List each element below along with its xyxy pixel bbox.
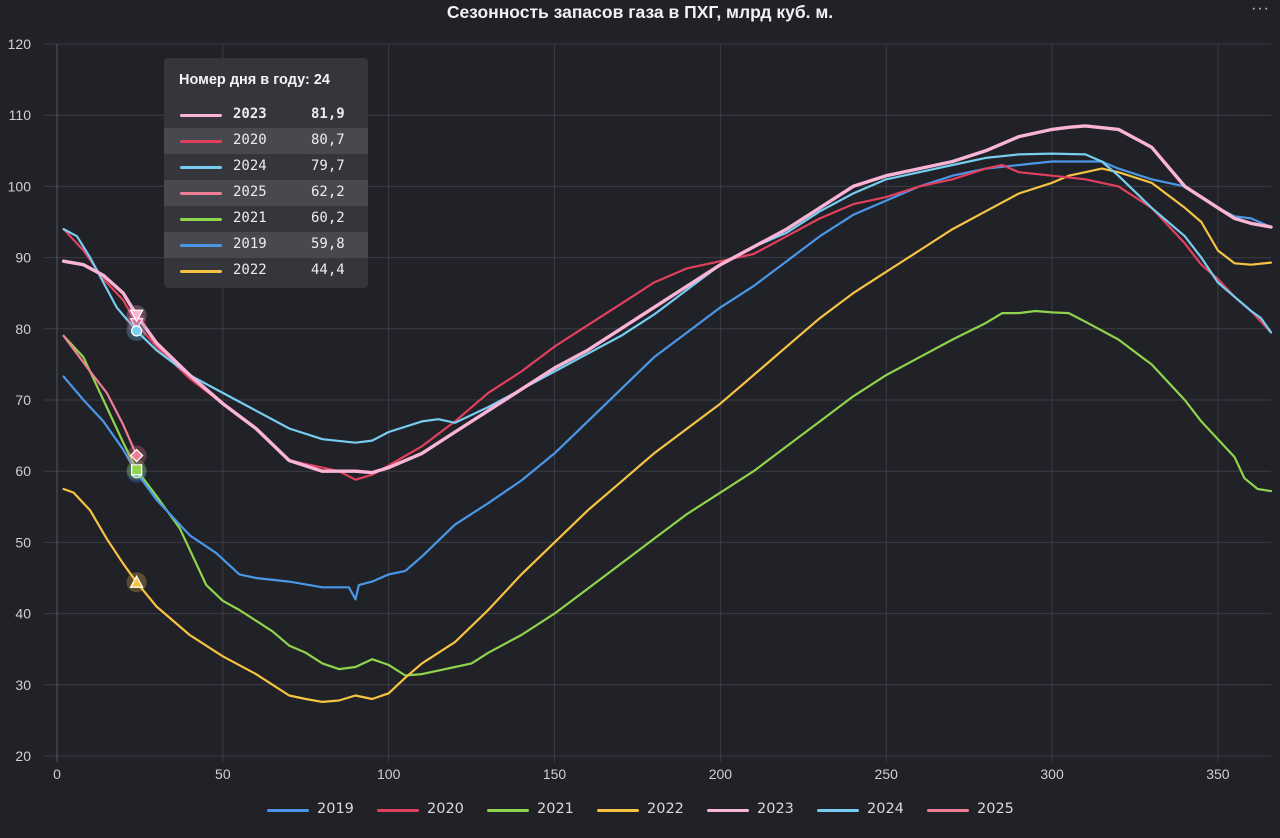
tooltip-value: 62,2 bbox=[311, 184, 345, 200]
x-axis-ticks: 0 50 100 150 200 250 300 350 bbox=[53, 766, 1230, 782]
y-tick-label: 110 bbox=[9, 107, 32, 123]
tooltip-row: 2022 44,4 bbox=[164, 258, 368, 284]
tooltip-value: 80,7 bbox=[311, 132, 345, 148]
ellipsis-icon: ··· bbox=[1251, 0, 1270, 17]
legend-label: 2019 bbox=[317, 801, 354, 817]
tooltip-swatch bbox=[180, 140, 222, 143]
tooltip-swatch bbox=[180, 270, 222, 273]
tooltip-swatch bbox=[180, 192, 222, 195]
marker-2021 bbox=[130, 464, 143, 476]
marker-2024 bbox=[130, 325, 143, 337]
y-tick-label: 80 bbox=[15, 321, 31, 337]
y-tick-label: 70 bbox=[15, 392, 31, 408]
tooltip-year: 2024 bbox=[233, 158, 267, 174]
chart-legend: 2019 2020 2021 2022 2023 2024 2025 bbox=[0, 800, 1280, 822]
series-line-2019 bbox=[62, 160, 1269, 601]
tooltip-swatch bbox=[180, 244, 222, 247]
chart-title: Сезонность запасов газа в ПХГ, млрд куб.… bbox=[446, 2, 834, 22]
tooltip-year: 2023 bbox=[233, 106, 267, 122]
x-tick-label: 250 bbox=[875, 766, 899, 782]
y-tick-label: 50 bbox=[15, 534, 31, 550]
y-tick-label: 30 bbox=[15, 677, 31, 693]
tooltip-value: 44,4 bbox=[311, 262, 345, 278]
y-tick-label: 60 bbox=[15, 463, 31, 479]
legend-label: 2021 bbox=[537, 801, 574, 817]
tooltip: Номер дня в году: 24 2023 81,9 2020 80,7… bbox=[164, 58, 368, 288]
tooltip-row: 2023 81,9 bbox=[164, 102, 368, 128]
tooltip-value: 81,9 bbox=[311, 106, 345, 122]
tooltip-year: 2025 bbox=[233, 184, 267, 200]
legend-swatch bbox=[817, 809, 859, 812]
legend-swatch bbox=[487, 809, 529, 812]
x-tick-label: 350 bbox=[1206, 766, 1230, 782]
x-tick-label: 50 bbox=[215, 766, 231, 782]
legend-swatch bbox=[597, 809, 639, 812]
legend-label: 2020 bbox=[427, 801, 464, 817]
legend-swatch bbox=[707, 809, 749, 812]
legend-label: 2022 bbox=[647, 801, 684, 817]
tooltip-swatch bbox=[180, 114, 222, 117]
tooltip-header: Номер дня в году: 24 bbox=[179, 72, 330, 88]
y-axis-ticks: 20 30 40 50 60 70 80 90 100 110 120 bbox=[8, 36, 32, 764]
series-line-2021 bbox=[62, 309, 1273, 677]
x-tick-label: 150 bbox=[543, 766, 567, 782]
tooltip-swatch bbox=[180, 218, 222, 221]
y-tick-label: 100 bbox=[8, 178, 32, 194]
tooltip-row: 2019 59,8 bbox=[164, 232, 368, 258]
marker-layer bbox=[126, 305, 147, 593]
series-line-2025 bbox=[62, 334, 138, 457]
tooltip-swatch bbox=[180, 166, 222, 169]
tooltip-year: 2020 bbox=[233, 132, 267, 148]
y-tick-label: 20 bbox=[15, 748, 31, 764]
x-tick-label: 0 bbox=[53, 766, 61, 782]
tooltip-year: 2021 bbox=[233, 210, 267, 226]
y-tick-label: 90 bbox=[15, 250, 31, 266]
tooltip-value: 60,2 bbox=[311, 210, 345, 226]
x-tick-label: 100 bbox=[377, 766, 401, 782]
tooltip-value: 79,7 bbox=[311, 158, 345, 174]
x-tick-label: 200 bbox=[709, 766, 733, 782]
series-line-2023 bbox=[61, 124, 1273, 475]
y-tick-label: 120 bbox=[8, 36, 32, 52]
tooltip-row: 2020 80,7 bbox=[164, 128, 368, 154]
legend-label: 2025 bbox=[977, 801, 1014, 817]
marker-2023 bbox=[129, 309, 144, 323]
tooltip-row: 2024 79,7 bbox=[164, 154, 368, 180]
legend-label: 2023 bbox=[757, 801, 794, 817]
series-line-2022 bbox=[62, 167, 1273, 703]
tooltip-value: 59,8 bbox=[311, 236, 345, 252]
y-tick-label: 40 bbox=[15, 606, 31, 622]
tooltip-year: 2022 bbox=[233, 262, 267, 278]
marker-2025 bbox=[129, 448, 144, 463]
tooltip-year: 2019 bbox=[233, 236, 267, 252]
chart-menu-button[interactable]: ··· bbox=[1251, 0, 1270, 18]
tooltip-row: 2021 60,2 bbox=[164, 206, 368, 232]
series-layer bbox=[61, 124, 1273, 703]
tooltip-row: 2025 62,2 bbox=[164, 180, 368, 206]
legend-label: 2024 bbox=[867, 801, 904, 817]
series-line-2024 bbox=[62, 152, 1273, 444]
x-tick-label: 300 bbox=[1040, 766, 1064, 782]
legend-swatch bbox=[377, 809, 419, 812]
legend-swatch bbox=[927, 809, 969, 812]
legend-swatch bbox=[267, 809, 309, 812]
marker-2022 bbox=[129, 574, 144, 588]
